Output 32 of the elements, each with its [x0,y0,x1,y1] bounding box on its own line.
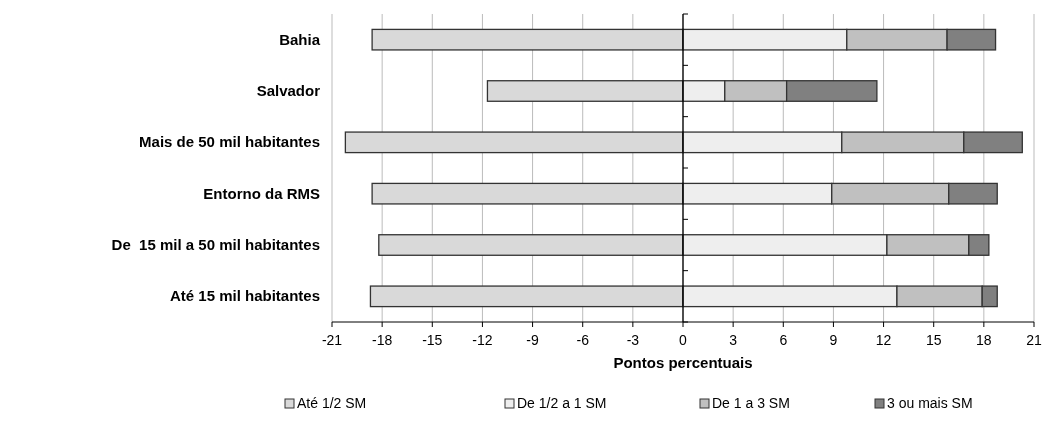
y-tick-label: Até 15 mil habitantes [169,287,320,305]
x-tick-label: 3 [729,332,738,348]
y-tick-label: Mais de 50 mil habitantes [139,133,320,151]
x-tick-label: 6 [779,332,788,348]
bar [486,80,684,102]
bar [369,285,684,308]
x-tick-label: -6 [576,332,590,348]
x-tick-label: 18 [976,332,992,348]
y-tick-label: Bahia [279,30,321,48]
x-tick-label: -15 [422,332,443,348]
legend-label: Até 1/2 SM [297,395,367,411]
x-tick-label: 21 [1026,332,1042,348]
bar [344,131,684,154]
x-tick-label: 0 [679,332,688,348]
x-tick-label: -21 [321,332,343,348]
x-axis-title: Pontos percentuais [613,354,753,371]
bar [378,234,684,256]
x-tick-label: -12 [472,332,493,348]
y-tick-label: Entorno da RMS [203,184,320,202]
bar [371,182,684,205]
bar [371,28,684,51]
legend-label: De 1 a 3 SM [712,395,790,411]
x-tick-label: -18 [372,332,393,348]
legend-label: 3 ou mais SM [887,395,973,411]
x-tick-label: -9 [526,332,540,348]
x-tick-label: 15 [925,332,942,348]
x-tick-label: 12 [875,332,892,348]
x-tick-label: 9 [829,332,838,348]
y-tick-label: De 15 mil a 50 mil habitantes [111,236,320,253]
x-tick-label: -3 [626,332,640,348]
y-tick-label: Salvador [256,82,321,99]
legend-label: De 1/2 a 1 SM [517,395,607,411]
